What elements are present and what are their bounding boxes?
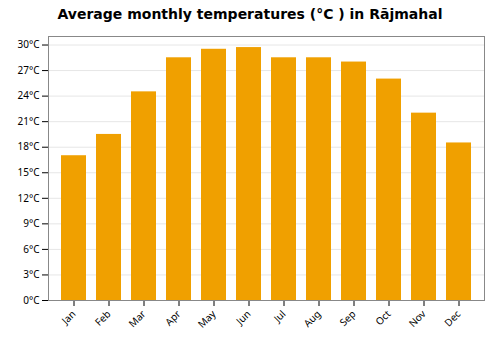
svg-text:12°C: 12°C <box>17 191 40 205</box>
svg-text:18°C: 18°C <box>17 139 40 153</box>
svg-text:Mar: Mar <box>125 307 148 330</box>
svg-text:Apr: Apr <box>162 307 184 329</box>
svg-text:Aug: Aug <box>300 307 323 330</box>
svg-text:0°C: 0°C <box>23 293 40 307</box>
svg-text:Oct: Oct <box>372 307 394 329</box>
svg-text:May: May <box>194 306 219 331</box>
svg-text:30°C: 30°C <box>17 37 40 51</box>
svg-text:6°C: 6°C <box>23 242 40 256</box>
svg-text:Jun: Jun <box>232 307 253 328</box>
svg-text:Jan: Jan <box>58 307 79 328</box>
svg-text:15°C: 15°C <box>17 165 40 179</box>
svg-text:3°C: 3°C <box>23 267 40 281</box>
svg-text:Sep: Sep <box>336 307 358 329</box>
svg-text:Jul: Jul <box>270 307 289 326</box>
svg-text:24°C: 24°C <box>17 88 40 102</box>
svg-text:21°C: 21°C <box>17 114 40 128</box>
svg-text:Feb: Feb <box>91 307 113 329</box>
svg-text:9°C: 9°C <box>23 216 40 230</box>
svg-text:27°C: 27°C <box>17 63 40 77</box>
svg-text:Nov: Nov <box>405 306 429 330</box>
svg-text:Dec: Dec <box>441 307 464 330</box>
html-text:Average monthly temperatures (: Average monthly temperatures (°C ) in Rā… <box>57 6 443 22</box>
